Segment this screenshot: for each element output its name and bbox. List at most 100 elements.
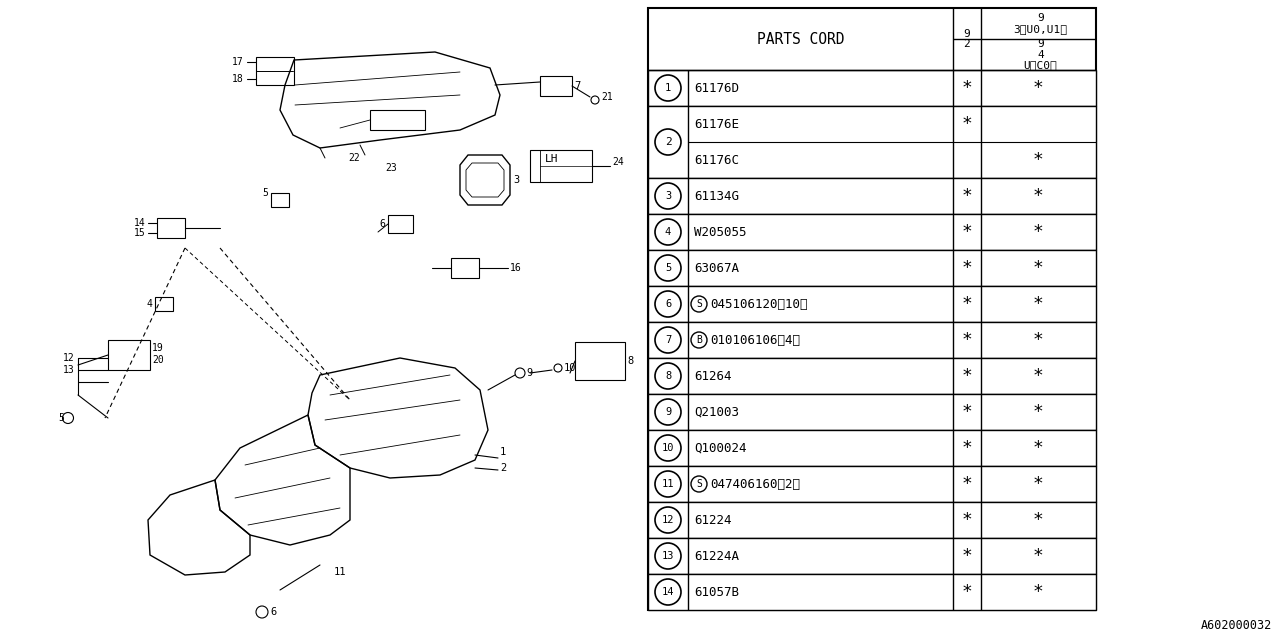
Bar [648,322,1096,358]
Bar [530,150,591,182]
Text: 12: 12 [63,353,76,363]
Bar [388,215,413,233]
Text: 19: 19 [152,343,164,353]
Text: 23: 23 [385,163,397,173]
Text: 7: 7 [573,81,580,91]
Bar [370,110,425,130]
Text: 13: 13 [63,365,76,375]
Text: 61264: 61264 [694,369,731,383]
Text: 9
4
U《C0》: 9 4 U《C0》 [1024,38,1057,70]
Text: PARTS CORD: PARTS CORD [756,31,845,47]
Text: 7: 7 [664,335,671,345]
Text: *: * [1033,547,1044,565]
Text: *: * [961,583,973,601]
Text: *: * [1033,187,1044,205]
Text: S: S [696,479,701,489]
Text: 2: 2 [500,463,507,473]
Text: 11: 11 [662,479,675,489]
Text: 047406160〈2〉: 047406160〈2〉 [710,477,800,490]
Text: 61224: 61224 [694,513,731,527]
Bar [648,538,1096,574]
Text: *: * [961,259,973,277]
Text: Q100024: Q100024 [694,442,746,454]
Bar [648,106,1096,178]
Text: 8: 8 [627,356,634,366]
Text: A602000032: A602000032 [1201,619,1272,632]
Text: *: * [1033,475,1044,493]
Text: 61057B: 61057B [694,586,739,598]
Text: *: * [1033,295,1044,313]
Text: S: S [696,299,701,309]
Text: 5: 5 [664,263,671,273]
Text: *: * [961,439,973,457]
Bar [648,214,1096,250]
Bar [648,286,1096,322]
Bar [648,178,1096,214]
Text: 10: 10 [662,443,675,453]
Bar [575,342,625,380]
Text: 63067A: 63067A [694,262,739,275]
Text: 13: 13 [662,551,675,561]
Bar [540,76,572,96]
Bar [648,502,1096,538]
Text: *: * [1033,583,1044,601]
Bar [108,340,150,370]
Text: 61176C: 61176C [694,154,739,166]
Text: *: * [961,331,973,349]
Text: 22: 22 [348,153,360,163]
Text: 11: 11 [334,567,347,577]
Text: 1: 1 [500,447,507,457]
Bar [256,57,294,85]
Text: B: B [696,335,701,345]
Bar [648,358,1096,394]
Text: *: * [961,547,973,565]
Text: *: * [1033,439,1044,457]
Text: 61176D: 61176D [694,81,739,95]
Bar [648,466,1096,502]
Text: 24: 24 [612,157,623,167]
Text: 6: 6 [379,219,385,229]
Bar [271,193,289,207]
Text: 3: 3 [513,175,520,185]
Text: 21: 21 [602,92,613,102]
Bar [157,218,186,238]
Text: *: * [1033,403,1044,421]
Text: 5: 5 [262,188,268,198]
Text: 3: 3 [664,191,671,201]
Text: 9
2: 9 2 [964,29,970,49]
Bar [648,70,1096,106]
Bar [451,258,479,278]
Bar [648,430,1096,466]
Text: 2: 2 [664,137,672,147]
Bar [648,8,1096,610]
Text: *: * [1033,151,1044,169]
Text: *: * [1033,367,1044,385]
Text: LH: LH [545,154,558,164]
Text: 4: 4 [146,299,152,309]
Text: 9: 9 [664,407,671,417]
Text: 61176E: 61176E [694,118,739,131]
Text: 16: 16 [509,263,522,273]
Text: 8: 8 [664,371,671,381]
Text: 20: 20 [152,355,164,365]
Text: Q21003: Q21003 [694,406,739,419]
Text: 9: 9 [526,368,532,378]
Text: 6: 6 [664,299,671,309]
Text: *: * [1033,511,1044,529]
Text: 4: 4 [664,227,671,237]
Text: *: * [961,187,973,205]
Text: 5: 5 [58,413,64,423]
Text: 045106120〈10〉: 045106120〈10〉 [710,298,808,310]
Text: *: * [961,475,973,493]
Text: *: * [961,403,973,421]
Text: 10: 10 [564,363,576,373]
Text: *: * [1033,79,1044,97]
Text: *: * [961,295,973,313]
Text: *: * [1033,259,1044,277]
Text: *: * [961,223,973,241]
Text: 14: 14 [662,587,675,597]
Text: 010106106〈4〉: 010106106〈4〉 [710,333,800,346]
Text: 18: 18 [232,74,244,84]
Bar [648,574,1096,610]
Text: 14: 14 [134,218,146,228]
